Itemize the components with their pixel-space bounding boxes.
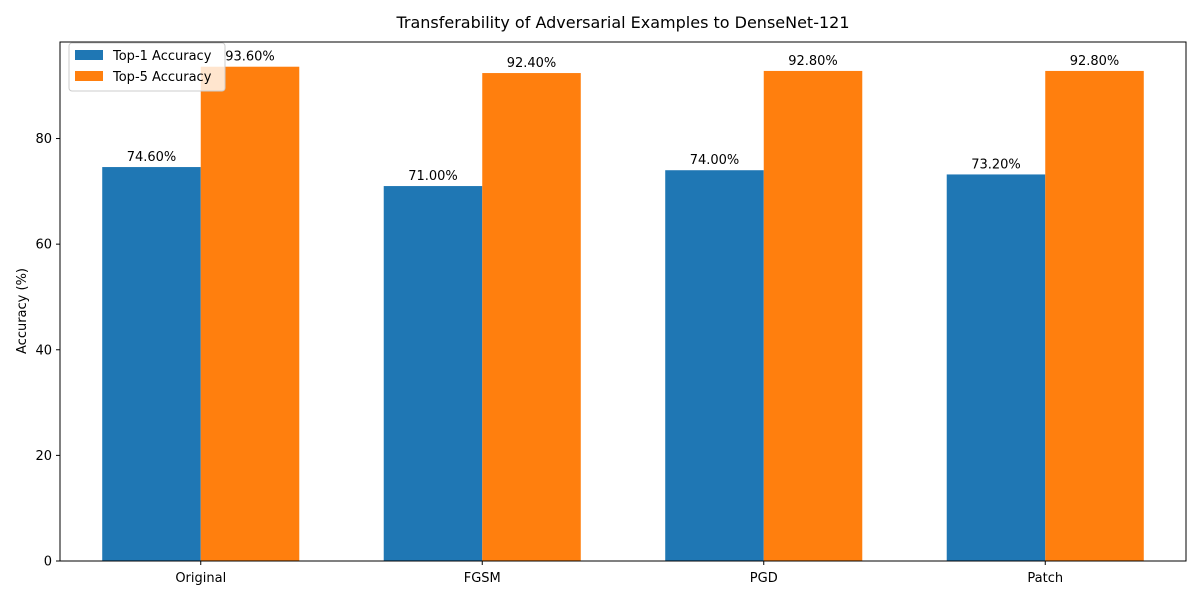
bar-top1-fgsm [383,186,483,562]
legend-swatch [75,50,103,60]
data-label: 74.60% [127,150,177,165]
data-label: 92.80% [1070,54,1120,69]
data-label: 71.00% [408,169,458,184]
y-tick-label: 0 [44,555,52,570]
bar-top1-pgd [665,170,764,561]
legend-box [68,42,226,92]
bar-top5-patch [1045,70,1144,561]
bar-top5-fgsm [482,73,581,562]
x-tick-label: Original [175,571,226,586]
axes-frame [59,41,1187,562]
y-tick-label: 20 [35,449,52,464]
legend-label: Top-1 Accuracy [112,49,212,64]
y-axis-label: Accuracy (%) [15,268,30,354]
x-tick-label: PGD [750,571,778,586]
legend: Top-1 Accuracy Top-5 Accuracy [68,42,226,92]
bar-top1-original [102,167,201,562]
legend-swatch [75,71,103,81]
x-tick-label: Patch [1027,571,1063,586]
bar-top1-patch [946,174,1046,561]
data-label: 92.80% [788,54,838,69]
plot-area: 74.60% 71.00% 74.00% 73.20% 93.60% 92.40% 92.8… [35,41,1187,586]
y-tick-label: 60 [35,238,52,253]
y-tick-label: 80 [35,132,52,147]
bar-top5-original [200,66,300,561]
legend-label: Top-5 Accuracy [112,70,212,85]
data-label: 74.00% [690,153,740,168]
chart-title: Transferability of Adversarial Examples … [395,13,849,32]
y-tick-label: 40 [35,343,52,358]
data-label: 93.60% [225,50,275,65]
x-tick-label: FGSM [464,571,501,586]
data-label: 92.40% [507,56,557,71]
data-label: 73.20% [971,157,1021,172]
bar-top5-pgd [763,70,863,561]
